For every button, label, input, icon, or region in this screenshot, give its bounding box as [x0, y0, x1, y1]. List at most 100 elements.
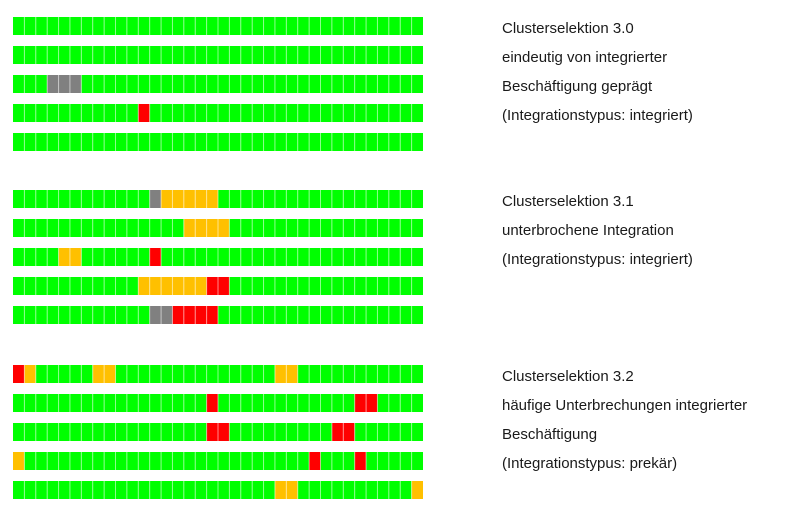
- cell-yellow: [161, 277, 173, 295]
- cell-red: [172, 306, 184, 324]
- cell-green: [183, 17, 196, 35]
- cell-green: [411, 277, 423, 295]
- cell-green: [81, 394, 93, 412]
- cell-green: [161, 219, 173, 237]
- cell-green: [320, 365, 332, 383]
- cell-green: [172, 248, 184, 266]
- cell-green: [13, 17, 25, 35]
- cell-red: [195, 306, 207, 324]
- cell-green: [149, 104, 162, 122]
- cell-green: [366, 481, 378, 499]
- cell-green: [13, 190, 25, 208]
- cell-red: [206, 306, 218, 324]
- cell-green: [377, 481, 389, 499]
- cell-green: [13, 104, 25, 122]
- cell-green: [343, 481, 355, 499]
- cell-green: [24, 75, 36, 93]
- sequence-row: [13, 306, 423, 324]
- cluster-title: Clusterselektion 3.0: [502, 20, 634, 37]
- cluster-title: Clusterselektion 3.1: [502, 193, 634, 210]
- cell-green: [58, 306, 70, 324]
- cell-green: [388, 248, 401, 266]
- cell-green: [411, 365, 423, 383]
- cell-green: [343, 277, 355, 295]
- cell-green: [81, 423, 93, 441]
- cell-green: [161, 75, 173, 93]
- cell-green: [218, 46, 230, 64]
- cell-yellow: [58, 248, 70, 266]
- cell-green: [218, 452, 230, 470]
- cell-green: [309, 248, 321, 266]
- cell-green: [35, 423, 48, 441]
- cell-green: [35, 394, 48, 412]
- cell-green: [309, 133, 321, 151]
- cell-green: [69, 104, 82, 122]
- cell-red: [343, 423, 355, 441]
- cell-green: [92, 190, 105, 208]
- cell-green: [274, 46, 287, 64]
- cell-yellow: [195, 219, 207, 237]
- cell-green: [115, 17, 127, 35]
- cell-green: [263, 481, 275, 499]
- cell-green: [400, 452, 412, 470]
- cell-green: [92, 277, 105, 295]
- cell-green: [240, 104, 253, 122]
- cell-green: [377, 248, 389, 266]
- cell-green: [366, 277, 378, 295]
- cell-green: [377, 365, 389, 383]
- cell-green: [92, 452, 105, 470]
- cell-green: [218, 75, 230, 93]
- cell-green: [104, 481, 116, 499]
- cell-yellow: [286, 365, 298, 383]
- cell-green: [13, 481, 25, 499]
- cell-red: [218, 277, 230, 295]
- cell-green: [240, 365, 253, 383]
- cell-green: [331, 248, 344, 266]
- cell-green: [24, 306, 36, 324]
- cell-green: [297, 75, 310, 93]
- cell-green: [388, 46, 401, 64]
- cluster-group-2: [13, 365, 423, 499]
- cell-green: [343, 46, 355, 64]
- cell-green: [218, 104, 230, 122]
- cell-green: [366, 248, 378, 266]
- cell-green: [240, 394, 253, 412]
- cell-green: [35, 365, 48, 383]
- cell-green: [172, 46, 184, 64]
- cell-red: [218, 423, 230, 441]
- cell-green: [206, 452, 218, 470]
- cell-green: [400, 219, 412, 237]
- cell-green: [218, 481, 230, 499]
- cell-green: [206, 248, 218, 266]
- cell-green: [252, 248, 264, 266]
- cell-green: [92, 394, 105, 412]
- cluster-description-line: (Integrationstypus: integriert): [502, 107, 693, 124]
- cell-green: [149, 75, 162, 93]
- cell-green: [24, 277, 36, 295]
- cell-green: [47, 277, 59, 295]
- cell-yellow: [206, 219, 218, 237]
- cell-green: [24, 423, 36, 441]
- cell-green: [195, 46, 207, 64]
- cell-green: [218, 133, 230, 151]
- cell-green: [47, 365, 59, 383]
- cell-green: [58, 481, 70, 499]
- cell-green: [297, 452, 310, 470]
- cell-yellow: [195, 277, 207, 295]
- cell-green: [354, 190, 367, 208]
- cell-green: [274, 277, 287, 295]
- cell-green: [297, 423, 310, 441]
- cell-green: [161, 104, 173, 122]
- cell-green: [161, 423, 173, 441]
- cell-green: [400, 133, 412, 151]
- cell-green: [331, 190, 344, 208]
- cell-green: [309, 423, 321, 441]
- cell-green: [229, 394, 241, 412]
- cell-green: [252, 219, 264, 237]
- cell-green: [126, 306, 139, 324]
- cluster-description-line: Beschäftigung: [502, 426, 598, 443]
- cell-green: [195, 394, 207, 412]
- cell-green: [286, 17, 298, 35]
- cell-green: [320, 452, 332, 470]
- cell-green: [263, 17, 275, 35]
